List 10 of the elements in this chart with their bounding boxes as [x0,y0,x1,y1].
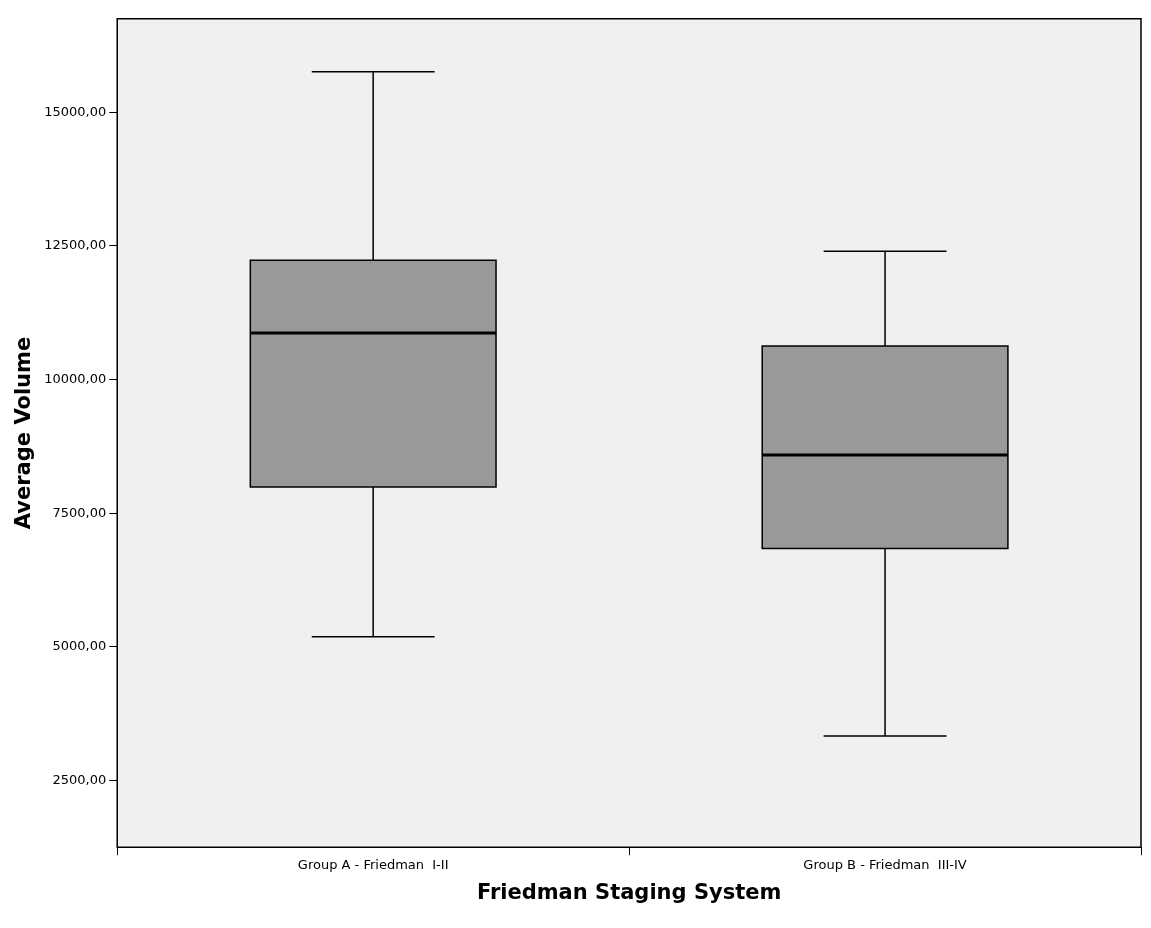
y-tick-label: 5000,00 [52,638,107,654]
y-tick-label: 10000,00 [44,370,107,386]
y-tick-label: 7500,00 [52,504,107,520]
y-tick-label: 12500,00 [44,237,107,253]
y-tick-label: 2500,00 [52,771,107,787]
x-tick-label: Group B - Friedman III-IV [803,857,967,873]
y-tick-label: 15000,00 [44,103,107,119]
x-axis-title: Friedman Staging System [476,879,782,904]
y-axis-title: Average Volume [11,336,36,530]
x-tick-label: Group A - Friedman I-II [297,857,449,873]
